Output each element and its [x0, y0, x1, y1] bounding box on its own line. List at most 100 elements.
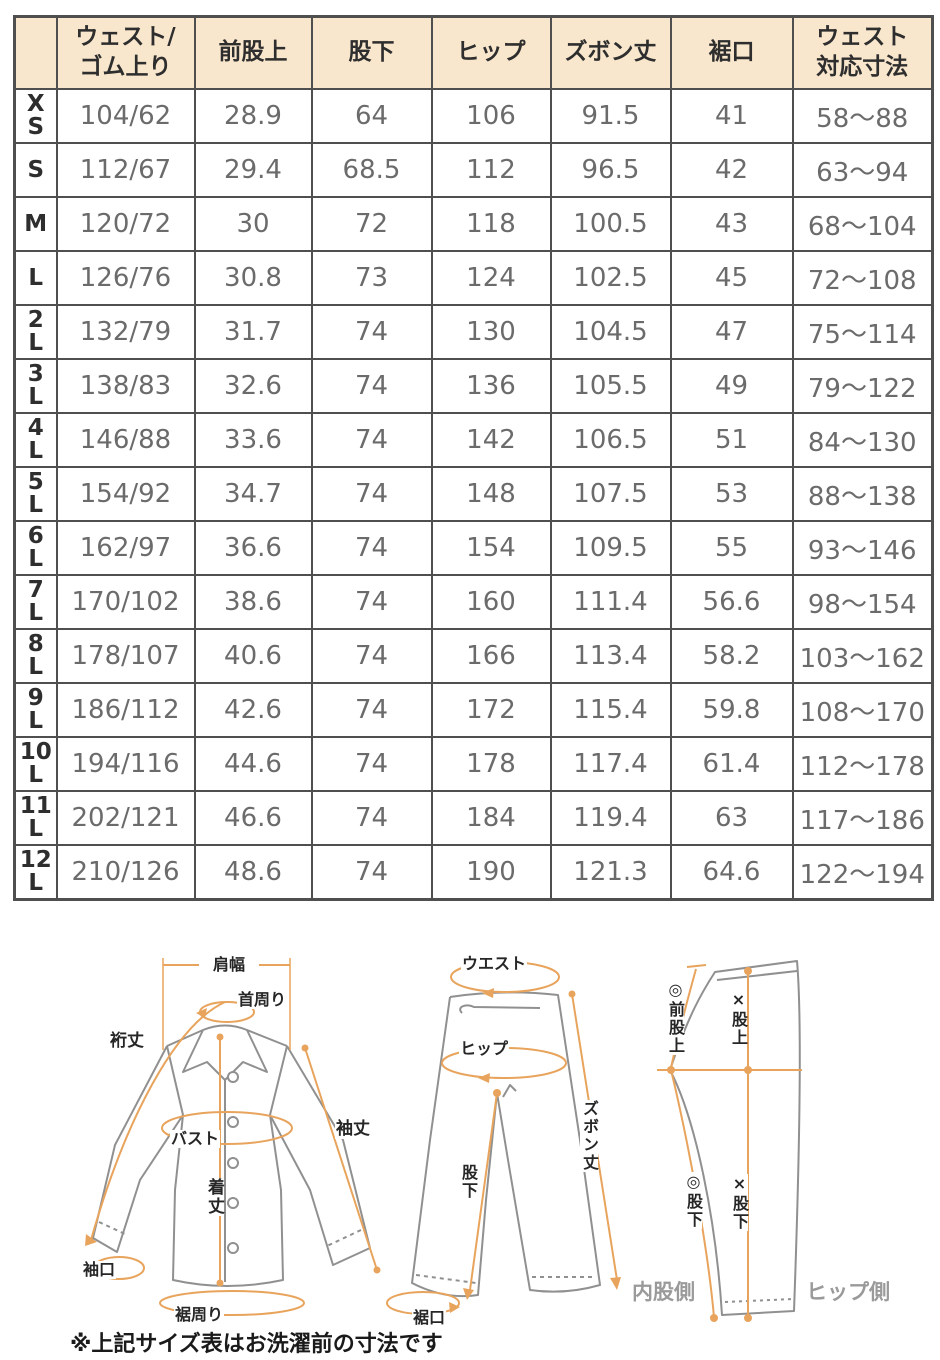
table-row: L 126/76 30.8 73 124 102.5 45 72〜108 [13, 250, 934, 306]
row-size-label: 6 L [13, 520, 58, 576]
row-size-label: L [13, 250, 58, 306]
column-header: ウェスト/ ゴム上り [55, 15, 196, 90]
label-sleeve-total: 裄丈 [109, 1031, 145, 1051]
table-cell: 117.4 [549, 736, 672, 792]
table-cell: 118 [430, 196, 552, 252]
table-cell: 79〜122 [791, 358, 934, 414]
table-cell: 104.5 [549, 304, 672, 360]
table-cell: 58.2 [669, 628, 794, 684]
table-cell: 72〜108 [791, 250, 934, 306]
table-cell: 74 [310, 358, 433, 414]
label-hem-opening: 裾口 [412, 1308, 447, 1327]
label-waist: ウエスト [461, 954, 528, 973]
table-cell: 91.5 [549, 88, 672, 144]
table-cell: 162/97 [55, 520, 196, 576]
table-cell: 61.4 [669, 736, 794, 792]
row-size-label: 12 L [13, 844, 58, 901]
table-row: 5 L 154/92 34.7 74 148 107.5 53 88〜138 [13, 466, 934, 522]
table-cell: 115.4 [549, 682, 672, 738]
table-cell: 53 [669, 466, 794, 522]
label-inseam: 股下 [459, 1164, 478, 1200]
table-cell: 74 [310, 466, 433, 522]
table-cell: 74 [310, 844, 433, 901]
table-row: 2 L 132/79 31.7 74 130 104.5 47 75〜114 [13, 304, 934, 360]
table-cell: 42.6 [193, 682, 313, 738]
table-cell: 186/112 [55, 682, 196, 738]
table-cell: 105.5 [549, 358, 672, 414]
row-size-label: 2 L [13, 304, 58, 360]
pants-side-diagram [657, 960, 802, 1322]
row-size-label: 9 L [13, 682, 58, 738]
table-cell: 88〜138 [791, 466, 934, 522]
table-cell: 42 [669, 142, 794, 198]
table-cell: 56.6 [669, 574, 794, 630]
header-row: ウェスト/ ゴム上り 前股上 股下 ヒップ ズボン丈 裾口 ウェスト 対応寸法 [13, 15, 934, 90]
column-header: 股下 [310, 15, 433, 90]
table-cell: 31.7 [193, 304, 313, 360]
label-body-length: 着丈 [204, 1178, 224, 1216]
table-cell: 111.4 [549, 574, 672, 630]
table-cell: 119.4 [549, 790, 672, 846]
table-cell: 72 [310, 196, 433, 252]
table-cell: 74 [310, 628, 433, 684]
table-cell: 96.5 [549, 142, 672, 198]
table-row: 4 L 146/88 33.6 74 142 106.5 51 84〜130 [13, 412, 934, 468]
table-cell: 194/116 [55, 736, 196, 792]
table-cell: 40.6 [193, 628, 313, 684]
table-cell: 210/126 [55, 844, 196, 901]
table-cell: 190 [430, 844, 552, 901]
table-cell: 102.5 [549, 250, 672, 306]
table-cell: 103〜162 [791, 628, 934, 684]
table-cell: 75〜114 [791, 304, 934, 360]
table-cell: 32.6 [193, 358, 313, 414]
label-inner-side: 内股側 [632, 1280, 695, 1304]
table-row: 12 L 210/126 48.6 74 190 121.3 64.6 122〜194 [13, 844, 934, 901]
table-cell: 34.7 [193, 466, 313, 522]
table-cell: 178/107 [55, 628, 196, 684]
table-row: 6 L 162/97 36.6 74 154 109.5 55 93〜146 [13, 520, 934, 576]
shirt-diagram [85, 958, 381, 1320]
row-size-label: 3 L [13, 358, 58, 414]
table-cell: 58〜88 [791, 88, 934, 144]
size-table: ウェスト/ ゴム上り 前股上 股下 ヒップ ズボン丈 裾口 ウェスト 対応寸法 X S 104… [13, 15, 934, 901]
label-hem-around: 裾周り [174, 1305, 225, 1324]
footnote: ※上記サイズ表はお洗濯前の寸法です [70, 1332, 443, 1357]
table-row: X S 104/62 28.9 64 106 91.5 41 58〜88 [13, 88, 934, 144]
label-sleeve: 袖丈 [335, 1119, 371, 1139]
table-cell: 49 [669, 358, 794, 414]
table-cell: 48.6 [193, 844, 313, 901]
table-cell: 74 [310, 574, 433, 630]
table-cell: 28.9 [193, 88, 313, 144]
table-cell: 55 [669, 520, 794, 576]
row-size-label: X S [13, 88, 58, 144]
table-cell: 154 [430, 520, 552, 576]
table-row: 11 L 202/121 46.6 74 184 119.4 63 117〜186 [13, 790, 934, 846]
table-cell: 74 [310, 736, 433, 792]
table-cell: 172 [430, 682, 552, 738]
table-cell: 138/83 [55, 358, 196, 414]
table-cell: 170/102 [55, 574, 196, 630]
table-cell: 36.6 [193, 520, 313, 576]
table-cell: 124 [430, 250, 552, 306]
table-row: 7 L 170/102 38.6 74 160 111.4 56.6 98〜154 [13, 574, 934, 630]
table-cell: 100.5 [549, 196, 672, 252]
table-cell: 154/92 [55, 466, 196, 522]
table-cell: 46.6 [193, 790, 313, 846]
table-row: 10 L 194/116 44.6 74 178 117.4 61.4 112〜178 [13, 736, 934, 792]
row-size-label: 4 L [13, 412, 58, 468]
row-size-label: M [13, 196, 58, 252]
table-cell: 74 [310, 412, 433, 468]
row-size-label: 8 L [13, 628, 58, 684]
table-cell: 112〜178 [791, 736, 934, 792]
table-cell: 47 [669, 304, 794, 360]
label-bust: バスト [170, 1129, 221, 1148]
table-cell: 122〜194 [791, 844, 934, 901]
table-cell: 33.6 [193, 412, 313, 468]
column-header: ズボン丈 [549, 15, 672, 90]
label-hip: ヒップ [459, 1039, 510, 1058]
column-header: ヒップ [430, 15, 552, 90]
table-cell: 104/62 [55, 88, 196, 144]
table-row: M 120/72 30 72 118 100.5 43 68〜104 [13, 196, 934, 252]
label-front-rise: ◎前股上 [666, 980, 685, 1055]
